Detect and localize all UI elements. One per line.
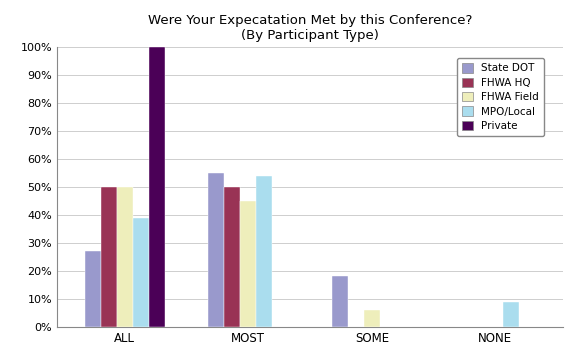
Bar [332,276,348,327]
Bar [149,47,165,327]
Legend: State DOT, FHWA HQ, FHWA Field, MPO/Local, Private: State DOT, FHWA HQ, FHWA Field, MPO/Loca… [457,58,544,136]
Bar [257,176,273,327]
Bar [101,187,117,327]
Bar [85,251,101,327]
Bar [208,173,224,327]
Bar [504,302,519,327]
Bar [117,187,133,327]
Bar [224,187,240,327]
Bar [364,310,380,327]
Bar [240,201,257,327]
Title: Were Your Expecatation Met by this Conference?
(By Participant Type): Were Your Expecatation Met by this Confe… [148,14,472,42]
Bar [133,218,149,327]
